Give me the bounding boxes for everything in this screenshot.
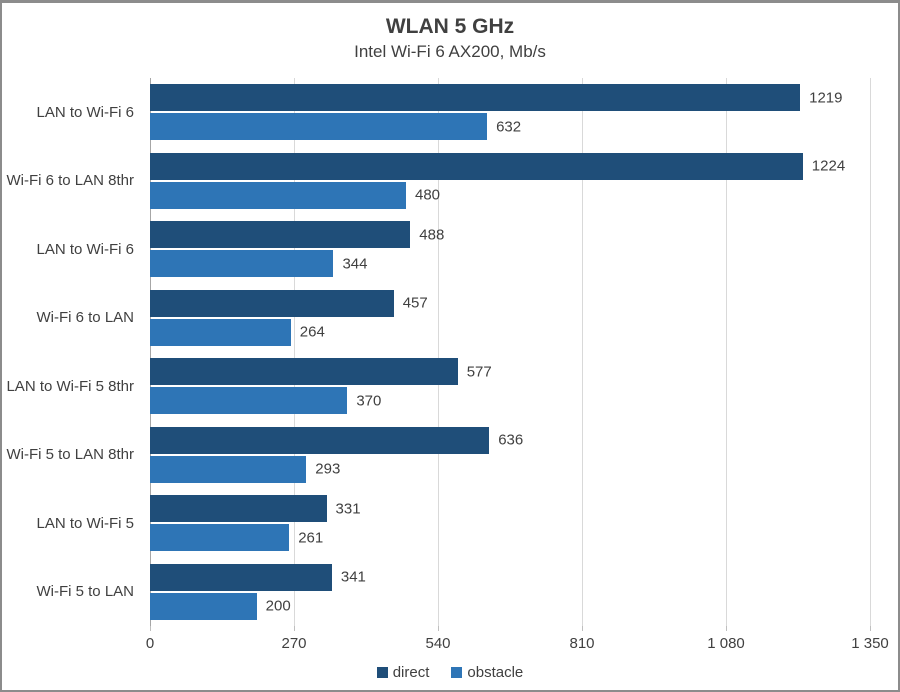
bar-direct: 636 xyxy=(150,426,523,454)
bar-obstacle: 632 xyxy=(150,113,521,141)
legend-swatch-icon xyxy=(376,666,388,678)
gridline xyxy=(438,78,439,626)
bar-value-label: 341 xyxy=(340,568,366,586)
tick-mark xyxy=(438,626,439,631)
gridline xyxy=(870,78,871,626)
bar-value-label: 331 xyxy=(335,500,361,518)
tick-mark xyxy=(726,626,727,631)
bar-group: 457 264 xyxy=(150,284,870,353)
bar-value-label: 293 xyxy=(315,460,341,478)
legend-swatch-icon xyxy=(451,666,463,678)
tick-mark xyxy=(294,626,295,631)
category-label: Wi-Fi 5 to LAN xyxy=(36,583,134,601)
tick-mark xyxy=(150,626,151,631)
bar-obstacle: 261 xyxy=(150,524,323,552)
bar-value-label: 200 xyxy=(265,597,291,615)
bar-direct: 1219 xyxy=(150,84,843,112)
bar-direct: 577 xyxy=(150,358,492,386)
bar-value-label: 370 xyxy=(356,392,382,410)
category-label: Wi-Fi 6 to LAN xyxy=(36,309,134,327)
bar-direct: 457 xyxy=(150,289,428,317)
chart-header: WLAN 5 GHz Intel Wi-Fi 6 AX200, Mb/s xyxy=(2,15,898,62)
bar-direct: 488 xyxy=(150,221,444,249)
legend-item-obstacle: obstacle xyxy=(451,664,523,681)
plot-area: 1219 632 1224 480 488 344 457 264 577 370 636 293 33… xyxy=(150,78,871,626)
chart-title: WLAN 5 GHz xyxy=(385,15,515,38)
bar-value-label: 577 xyxy=(466,363,492,381)
bar-value-label: 264 xyxy=(299,323,325,341)
category-label: Wi-Fi 6 to LAN 8thr xyxy=(6,172,134,190)
rows: 1219 632 1224 480 488 344 457 264 577 370 636 293 33… xyxy=(150,78,870,626)
x-axis: 0 270 540 810 1 080 1 350 xyxy=(146,626,889,660)
bar-obstacle: 480 xyxy=(150,181,440,209)
y-axis-line xyxy=(150,78,151,626)
bar-value-label: 261 xyxy=(298,529,324,547)
x-tick-label: 0 xyxy=(145,635,155,652)
tick-mark xyxy=(870,626,871,631)
bar-value-label: 636 xyxy=(498,431,524,449)
category-label: LAN to Wi-Fi 5 8thr xyxy=(6,377,134,395)
category-label: LAN to Wi-Fi 6 xyxy=(36,103,134,121)
bar-obstacle: 293 xyxy=(150,455,340,483)
bar-obstacle: 200 xyxy=(150,592,291,620)
bar-group: 636 293 xyxy=(150,421,870,490)
bar-value-label: 488 xyxy=(419,226,445,244)
legend: direct obstacle xyxy=(2,661,898,683)
bar-group: 577 370 xyxy=(150,352,870,421)
gridline xyxy=(726,78,727,626)
bar-group: 1224 480 xyxy=(150,147,870,216)
chart-subtitle: Intel Wi-Fi 6 AX200, Mb/s xyxy=(354,42,546,62)
x-tick-label: 270 xyxy=(281,635,307,652)
category-label: Wi-Fi 5 to LAN 8thr xyxy=(6,446,134,464)
tick-mark xyxy=(582,626,583,631)
bar-value-label: 632 xyxy=(496,118,522,136)
x-tick-label: 1 080 xyxy=(707,635,745,652)
bar-obstacle: 264 xyxy=(150,318,325,346)
legend-item-direct: direct xyxy=(376,663,430,681)
bar-value-label: 480 xyxy=(415,186,441,204)
bar-group: 1219 632 xyxy=(150,78,870,147)
legend-label: obstacle xyxy=(467,663,524,681)
category-labels: LAN to Wi-Fi 6 Wi-Fi 6 to LAN 8thr LAN to … xyxy=(2,78,142,626)
bar-value-label: 1224 xyxy=(811,157,846,175)
x-tick-label: 540 xyxy=(425,635,451,652)
x-tick-label: 810 xyxy=(569,635,595,652)
x-tick-label: 1 350 xyxy=(851,635,889,652)
bar-group: 341 200 xyxy=(150,558,870,627)
bar-direct: 331 xyxy=(150,495,361,523)
gridlines xyxy=(150,78,871,626)
gridline xyxy=(294,78,295,626)
category-label: LAN to Wi-Fi 6 xyxy=(36,240,134,258)
category-label: LAN to Wi-Fi 5 xyxy=(36,514,134,532)
bar-direct: 1224 xyxy=(150,152,845,180)
bar-value-label: 457 xyxy=(402,294,428,312)
legend-label: direct xyxy=(392,663,430,681)
bar-group: 331 261 xyxy=(150,489,870,558)
bar-group: 488 344 xyxy=(150,215,870,284)
bar-obstacle: 344 xyxy=(150,250,367,278)
bar-value-label: 1219 xyxy=(809,89,843,107)
bar-obstacle: 370 xyxy=(150,387,381,415)
bar-direct: 341 xyxy=(150,563,366,591)
bar-value-label: 344 xyxy=(342,255,368,273)
gridline xyxy=(582,78,583,626)
